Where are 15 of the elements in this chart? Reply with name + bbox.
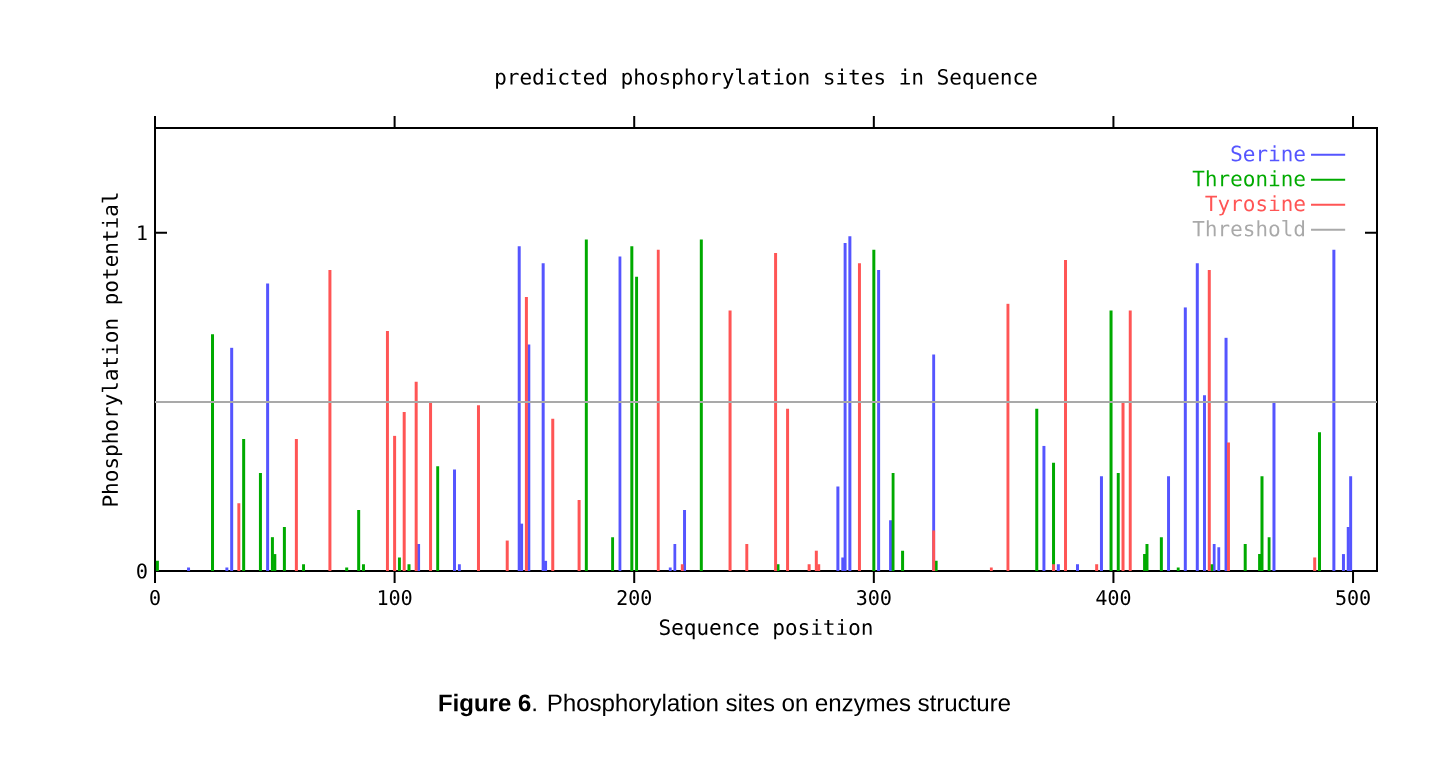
x-tick-label: 200	[617, 590, 651, 606]
x-tick-label: 300	[857, 590, 891, 606]
y-axis-title: Phosphorylation potential	[101, 193, 123, 506]
legend-label: Tyrosine	[1205, 195, 1305, 216]
x-tick-label: 400	[1096, 590, 1131, 606]
legend-label: Serine	[1231, 145, 1305, 162]
legend-label: Threonine	[1192, 170, 1305, 187]
y-tick-label: 1	[138, 225, 147, 241]
x-tick-label: 0	[150, 590, 160, 606]
x-axis-title: Sequence position	[659, 618, 872, 640]
chart-title: predicted phosphorylation sites in Sequence	[496, 68, 1037, 89]
x-tick-label: 500	[1336, 590, 1370, 606]
legend-label: Threshold	[1192, 220, 1305, 237]
text: Figure 6. Phosphorylation sites on enzymes structure	[439, 693, 1010, 717]
x-tick-label: 100	[378, 590, 412, 606]
